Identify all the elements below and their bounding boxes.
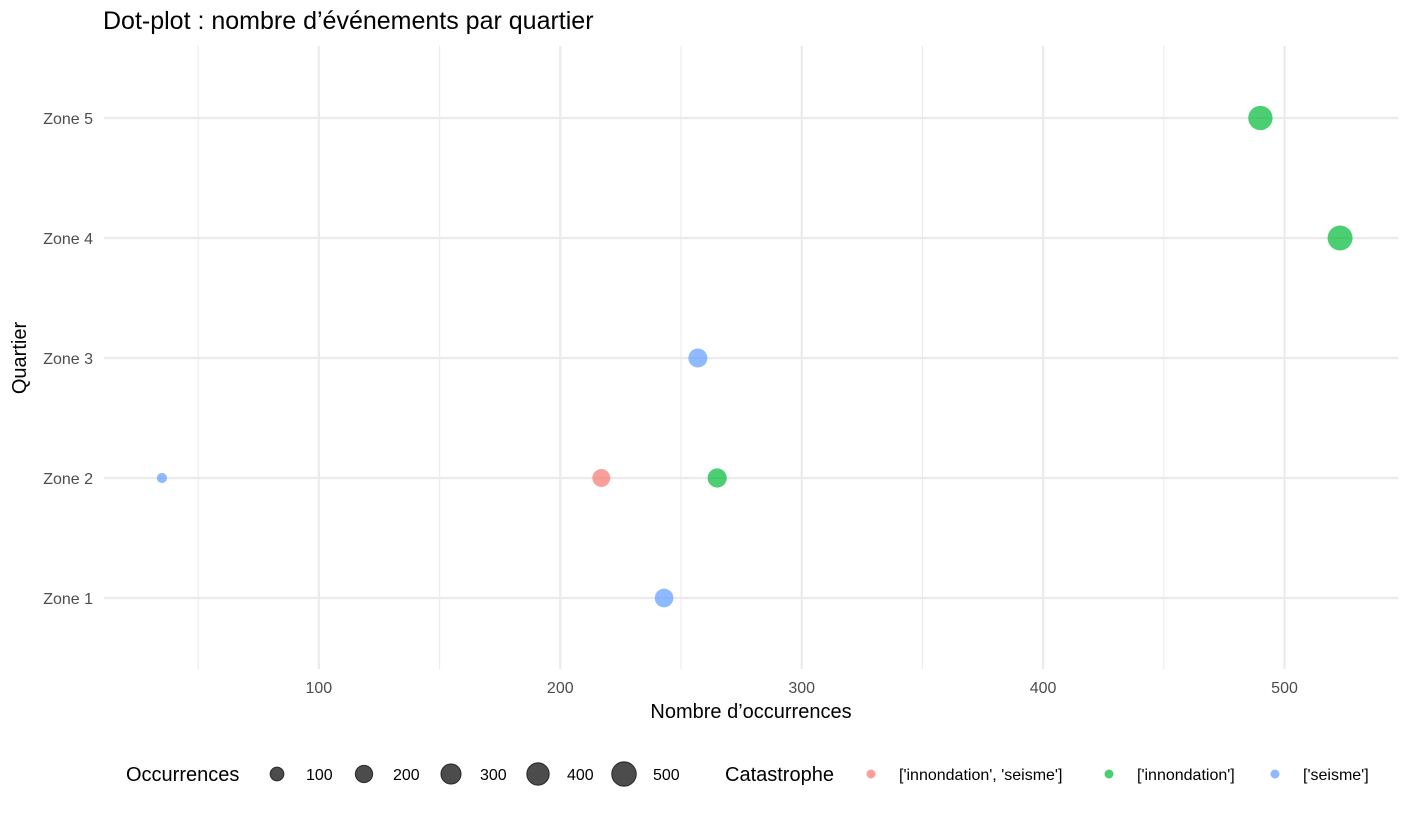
grid [104,46,1398,669]
x-axis-title: Nombre d’occurrences [650,701,851,723]
y-tick-label: Zone 5 [43,111,93,128]
y-axis-ticks: Zone 1 Zone 2 Zone 3 Zone 4 Zone 5 [43,111,93,608]
data-point [156,472,168,484]
data-points [156,105,1353,608]
size-legend-key [354,764,374,784]
x-tick-label: 400 [1030,680,1057,697]
color-legend-key [866,769,876,779]
size-legend-title: Occurrences [126,764,239,786]
color-legend-label: ['seisme'] [1303,767,1369,784]
size-legend-label: 200 [393,767,420,784]
y-tick-label: Zone 4 [43,231,93,248]
chart-title: Dot-plot : nombre d’événements par quart… [103,7,594,35]
data-point [654,588,674,608]
size-legend: Occurrences 100 200 300 400 500 [126,761,680,787]
color-legend-title: Catastrophe [725,764,834,786]
size-legend-label: 500 [653,767,680,784]
x-tick-label: 300 [788,680,815,697]
size-legend-key [269,766,285,782]
color-legend: Catastrophe ['innondation', 'seisme'] ['i… [725,764,1369,786]
data-point [688,348,708,368]
y-tick-label: Zone 3 [43,351,93,368]
y-tick-label: Zone 1 [43,591,93,608]
x-tick-label: 100 [306,680,333,697]
size-legend-key [526,762,550,786]
data-point [592,469,611,487]
size-legend-key [440,763,462,785]
y-axis-title: Quartier [9,322,31,395]
size-legend-label: 400 [567,767,594,784]
y-tick-label: Zone 2 [43,471,93,488]
color-legend-key [1270,769,1280,779]
x-tick-label: 200 [547,680,574,697]
x-axis-ticks: 100 200 300 400 500 [306,680,1298,697]
data-point [1248,105,1273,131]
color-legend-key [1104,769,1114,779]
data-point [1327,225,1353,251]
size-legend-key [611,761,637,787]
x-tick-label: 500 [1271,680,1298,697]
color-legend-label: ['innondation', 'seisme'] [899,767,1062,784]
size-legend-label: 100 [306,767,333,784]
data-point [707,468,727,488]
color-legend-label: ['innondation'] [1137,767,1235,784]
size-legend-label: 300 [480,767,507,784]
